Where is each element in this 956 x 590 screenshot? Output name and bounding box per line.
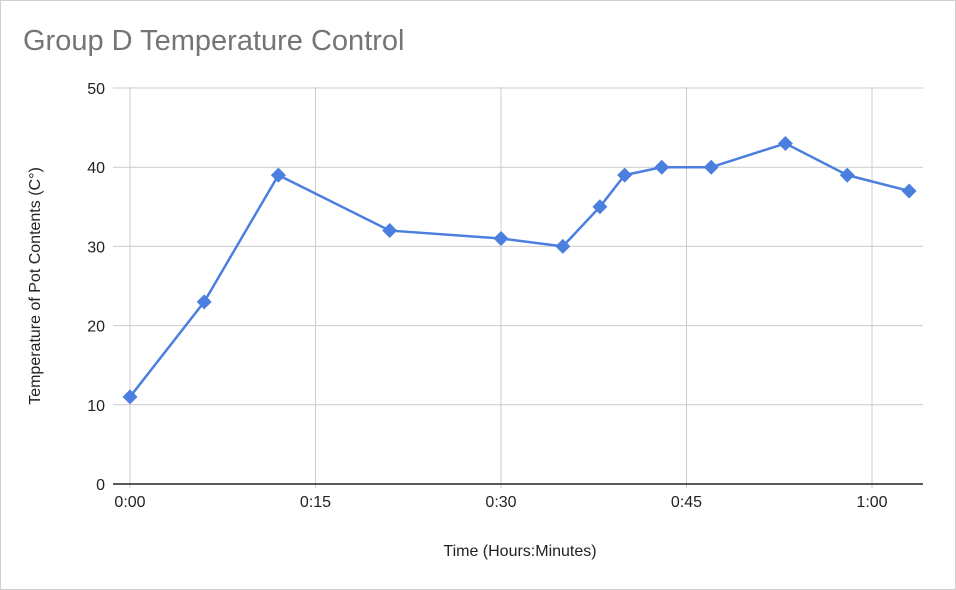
x-axis-ticks: 0:00 0:15 0:30 0:45 1:00 [114,494,887,511]
data-point [839,167,855,183]
y-tick-label: 40 [87,160,105,177]
series-group [122,135,917,405]
y-tick-label: 20 [87,319,105,336]
chart-title: Group D Temperature Control [23,25,405,57]
y-tick-label: 30 [87,239,105,256]
data-point [703,159,719,175]
data-point [901,183,917,199]
y-axis-label: Temperature of Pot Contents (C°) [27,167,44,405]
y-axis-ticks: 0 10 20 30 40 50 [87,81,105,494]
data-point [122,389,138,405]
y-tick-label: 50 [87,81,105,98]
x-tick-label: 0:45 [671,494,702,511]
data-point [270,167,286,183]
x-tick-label: 1:00 [856,494,887,511]
data-point [777,135,793,151]
data-point [654,159,670,175]
data-point [617,167,633,183]
y-tick-label: 0 [96,477,105,494]
gridlines [113,87,923,488]
x-tick-label: 0:15 [300,494,331,511]
data-point [493,230,509,246]
series-line [129,142,910,398]
data-point [382,223,398,239]
data-point [196,294,212,310]
x-axis-label: Time (Hours:Minutes) [443,543,596,560]
y-tick-label: 10 [87,398,105,415]
x-tick-label: 0:00 [114,494,145,511]
data-point [555,238,571,254]
data-point [592,199,608,215]
x-tick-label: 0:30 [485,494,516,511]
